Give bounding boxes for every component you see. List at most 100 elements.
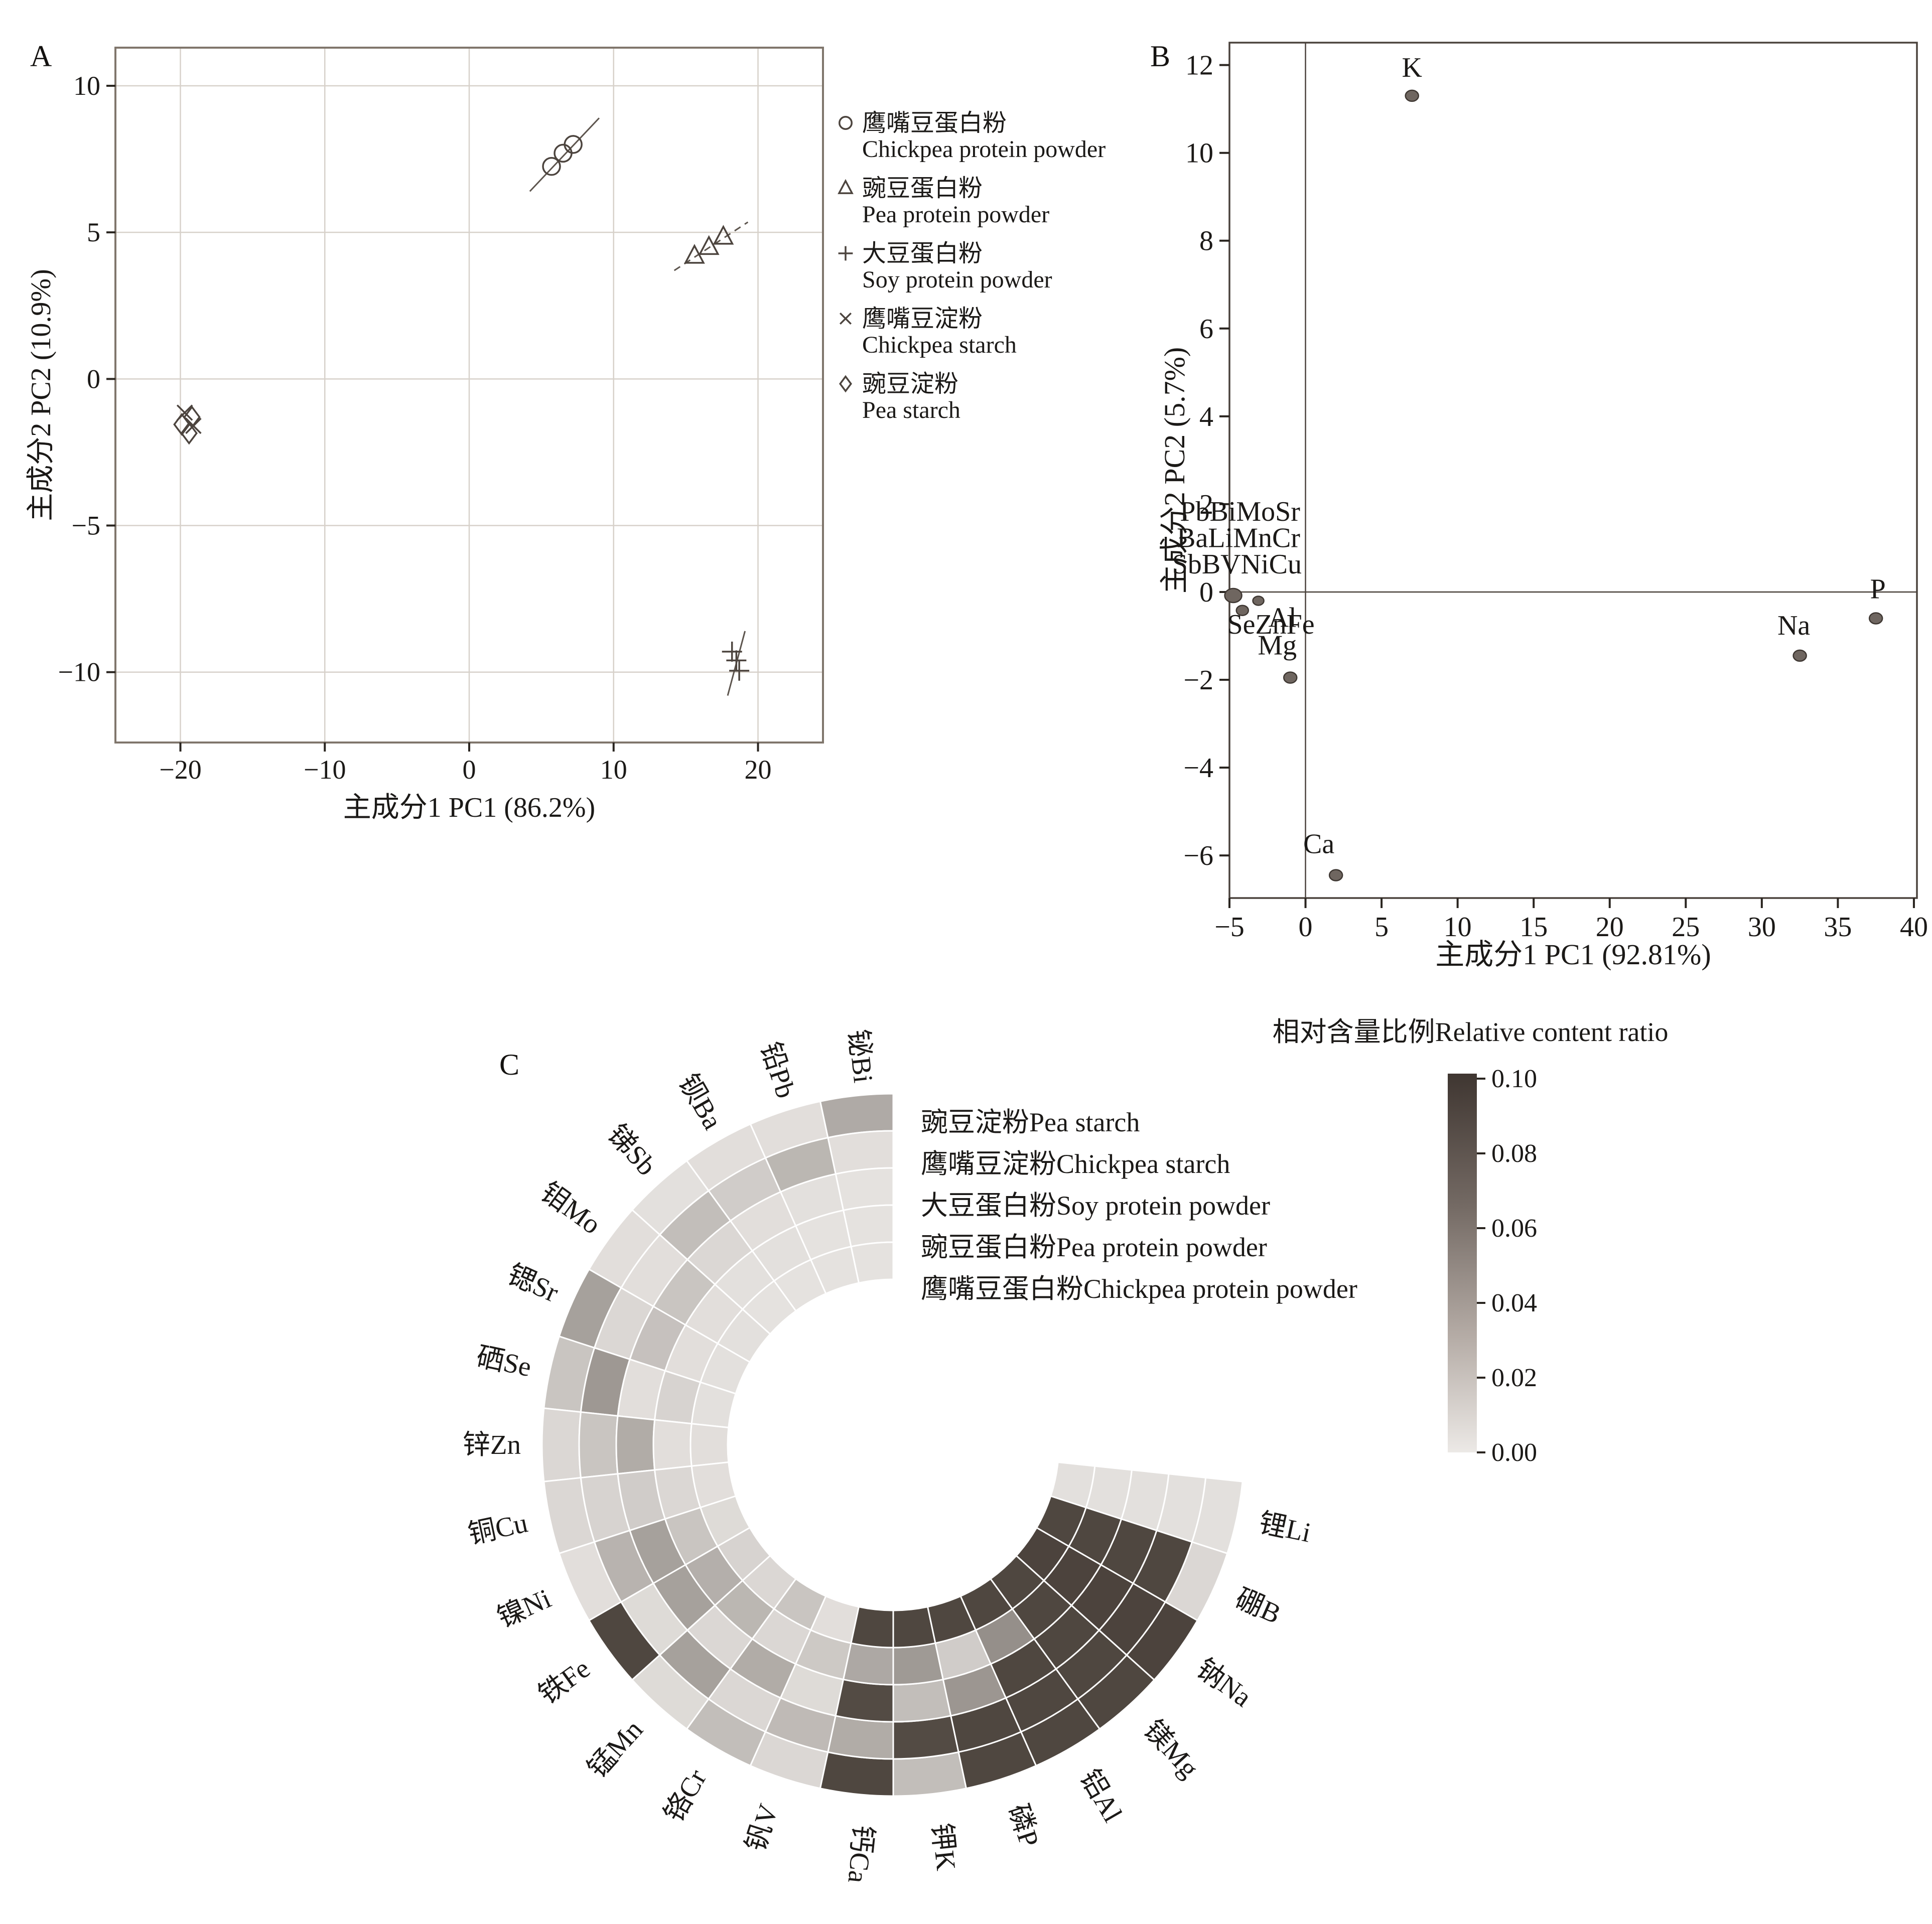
legend-label-cn: 鹰嘴豆蛋白粉 [862, 110, 1007, 136]
point-label-P: P [1870, 573, 1886, 605]
loading-point-P [1868, 612, 1883, 625]
legend-label-en: Soy protein powder [862, 266, 1052, 293]
data-point-plus [726, 650, 747, 671]
x-axis-title: 主成分1 PC1 (92.81%) [1435, 938, 1711, 971]
x-tick-label: 40 [1900, 912, 1928, 943]
loading-point-Na [1792, 649, 1807, 662]
loading-point-Mg [1283, 671, 1298, 684]
y-tick-label: 5 [87, 217, 100, 247]
legend-marker-diamond [839, 375, 852, 393]
element-label-铁Fe: 铁Fe [533, 1653, 596, 1710]
legend-marker-plus [838, 246, 853, 261]
data-point-diamond [183, 405, 201, 429]
x-tick-label: −20 [159, 755, 201, 785]
panel-c-label: C [499, 1048, 520, 1081]
legend-label-cn: 豌豆淀粉 [862, 371, 958, 397]
x-tick-label: 0 [463, 755, 476, 785]
ring-legend-row: 豌豆淀粉Pea starch [921, 1107, 1140, 1137]
element-label-铅Pb: 铅Pb [755, 1039, 801, 1102]
y-tick-label: −2 [1183, 665, 1213, 696]
panel-b-label: B [1150, 40, 1171, 73]
element-label-钾K: 钾K [926, 1822, 962, 1872]
x-tick-label: −5 [1214, 912, 1245, 943]
element-label-铬Cr: 铬Cr [658, 1764, 713, 1827]
colorbar-title: 相对含量比例Relative content ratio [1273, 1017, 1669, 1047]
colorbar-bar [1448, 1074, 1477, 1452]
data-point-circle [564, 135, 583, 154]
x-tick-label: 0 [1299, 912, 1313, 943]
element-group-label: BaLiMnCr [1177, 523, 1300, 554]
loading-point-K [1405, 89, 1419, 102]
x-tick-label: 10 [600, 755, 627, 785]
data-point-triangle [698, 235, 720, 255]
y-axis-title: 主成分2 PC2 (10.9%) [26, 269, 57, 521]
x-axis-title: 主成分1 PC1 (86.2%) [343, 792, 595, 823]
y-tick-label: −10 [58, 657, 100, 687]
heatmap-cell-锌Zn-ring4 [689, 1423, 730, 1467]
y-tick-label: 8 [1199, 226, 1213, 257]
loading-point-Al [1252, 596, 1265, 606]
ring-legend-row: 鹰嘴豆蛋白粉Chickpea protein powder [921, 1274, 1357, 1304]
colorbar-tick-label: 0.10 [1491, 1065, 1537, 1093]
legend-label-cn: 鹰嘴豆淀粉 [862, 306, 983, 332]
heatmap-cell-钙Ca-ring2 [835, 1678, 894, 1723]
heatmap-cell-钙Ca-ring3 [842, 1642, 894, 1686]
element-label-锰Mn: 锰Mn [582, 1714, 648, 1784]
legend-label-en: Pea protein powder [862, 201, 1049, 228]
heatmap-cell-锂Li-ring4 [1049, 1461, 1096, 1509]
colorbar-tick-label: 0.02 [1491, 1364, 1537, 1392]
element-label-铝Al: 铝Al [1074, 1764, 1129, 1827]
data-point-plus [729, 660, 750, 681]
y-tick-label: 12 [1185, 50, 1213, 81]
y-tick-label: −4 [1183, 753, 1213, 784]
element-label-钙Ca: 钙Ca [842, 1824, 879, 1885]
x-tick-label: 5 [1374, 912, 1389, 943]
heatmap-cell-锌Zn-ring3 [652, 1419, 693, 1471]
element-label-钒V: 钒V [740, 1800, 784, 1855]
y-tick-label: −5 [72, 511, 100, 541]
legend-marker-triangle [838, 179, 854, 194]
data-point-circle [554, 143, 573, 163]
x-tick-label: 10 [1444, 912, 1472, 943]
legend-label-cn: 大豆蛋白粉 [862, 240, 983, 267]
legend-label-en: Chickpea protein powder [862, 136, 1106, 163]
ring-legend-row: 鹰嘴豆淀粉Chickpea starch [921, 1149, 1230, 1179]
heatmap-cell-钾K-ring2 [892, 1678, 952, 1723]
legend-label-en: Pea starch [862, 397, 960, 423]
x-tick-label: 15 [1520, 912, 1548, 943]
panel-a-pca-scores-plot: −20 −10 0 10 20 10 5 0 −5 −10 主成分1 PC1 (86.2%) 主成分2… [26, 47, 1106, 823]
element-label-锌Zn: 锌Zn [463, 1429, 521, 1460]
x-tick-label: 25 [1672, 912, 1700, 943]
element-label-锶Sr: 锶Sr [503, 1259, 563, 1308]
data-point-diamond [180, 421, 198, 445]
data-point-plus [722, 641, 742, 662]
legend-marker-x [839, 312, 852, 325]
heatmap-cell-钙Ca-ring4 [850, 1606, 894, 1649]
element-group-label: SbBVNiCu [1172, 549, 1302, 580]
x-tick-label: 20 [1596, 912, 1624, 943]
data-point-circle [542, 157, 561, 176]
element-group-label: PbBiMoSr [1180, 496, 1300, 527]
element-label-铋Bi: 铋Bi [843, 1028, 879, 1085]
element-label-镍Ni: 镍Ni [493, 1583, 556, 1633]
element-label-钡Ba: 钡Ba [673, 1069, 729, 1134]
element-label-钠Na: 钠Na [1191, 1653, 1257, 1712]
legend-label-cn: 豌豆蛋白粉 [862, 175, 983, 202]
element-label-锑Sb: 锑Sb [602, 1119, 662, 1181]
element-label-磷P: 磷P [1003, 1801, 1045, 1851]
colorbar-tick-label: 0.06 [1491, 1214, 1537, 1243]
point-label-Mg: Mg [1258, 630, 1297, 661]
heatmap-cell-钾K-ring3 [892, 1642, 944, 1686]
point-label-Na: Na [1777, 610, 1810, 641]
x-tick-label: 30 [1748, 912, 1776, 943]
y-tick-label: 2 [1199, 489, 1213, 520]
element-label-硒Se: 硒Se [474, 1341, 534, 1383]
x-tick-label: 35 [1824, 912, 1852, 943]
data-point-triangle [713, 225, 734, 245]
y-tick-label: 0 [1199, 577, 1213, 608]
x-tick-label: −10 [304, 755, 346, 785]
y-tick-label: 0 [87, 364, 100, 394]
